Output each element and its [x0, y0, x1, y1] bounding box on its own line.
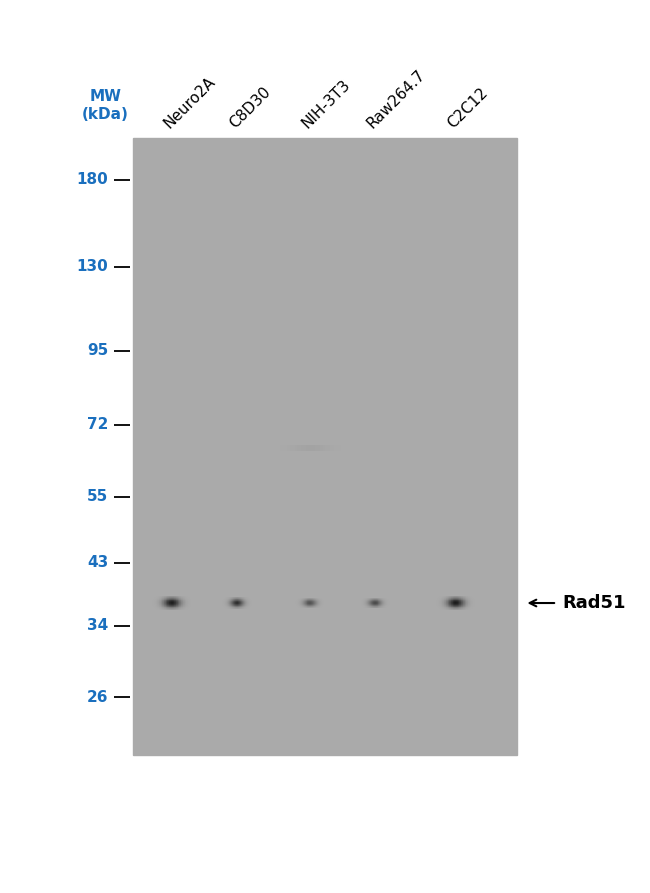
Bar — [339, 445, 340, 451]
Bar — [337, 445, 339, 451]
Bar — [286, 445, 287, 451]
Text: 26: 26 — [87, 690, 109, 705]
Bar — [296, 445, 298, 451]
Bar — [285, 445, 286, 451]
Bar — [315, 445, 317, 451]
Bar — [335, 445, 337, 451]
Bar — [288, 445, 290, 451]
Bar — [332, 445, 333, 451]
Bar — [321, 445, 322, 451]
Bar — [316, 445, 318, 451]
Bar — [302, 445, 304, 451]
Bar — [281, 445, 283, 451]
Bar — [295, 445, 297, 451]
Text: 72: 72 — [87, 417, 109, 432]
Bar — [303, 445, 305, 451]
Text: 180: 180 — [77, 172, 109, 188]
Bar — [311, 445, 313, 451]
Text: 43: 43 — [87, 555, 109, 571]
Bar — [289, 445, 291, 451]
Bar — [327, 445, 328, 451]
Bar — [287, 445, 289, 451]
Text: NIH-3T3: NIH-3T3 — [299, 77, 354, 131]
Bar — [326, 445, 328, 451]
Bar — [336, 445, 338, 451]
Bar — [294, 445, 296, 451]
Bar — [323, 445, 325, 451]
Bar — [318, 445, 320, 451]
Text: Raw264.7: Raw264.7 — [364, 67, 428, 131]
Text: C8D30: C8D30 — [226, 84, 273, 131]
Text: C2C12: C2C12 — [445, 85, 491, 131]
Bar — [333, 445, 335, 451]
Bar — [309, 445, 311, 451]
Bar — [283, 445, 285, 451]
Text: 34: 34 — [87, 618, 109, 633]
Bar — [307, 445, 309, 451]
Bar — [279, 445, 281, 451]
Bar — [276, 445, 278, 451]
Bar — [313, 445, 315, 451]
Bar — [342, 445, 344, 451]
Bar — [324, 445, 326, 451]
Text: 130: 130 — [77, 259, 109, 274]
Text: Rad51: Rad51 — [562, 594, 626, 612]
Bar — [282, 445, 284, 451]
Bar — [308, 445, 310, 451]
Bar — [304, 445, 306, 451]
Bar — [306, 445, 307, 451]
Bar — [341, 445, 343, 451]
Bar — [301, 445, 303, 451]
Bar — [320, 445, 321, 451]
Bar — [310, 445, 312, 451]
Bar — [278, 445, 280, 451]
Bar — [280, 445, 281, 451]
Bar — [291, 445, 292, 451]
Bar — [314, 445, 316, 451]
Bar — [317, 445, 319, 451]
Bar — [292, 445, 294, 451]
Bar — [329, 445, 331, 451]
Bar — [298, 445, 300, 451]
Bar — [300, 445, 302, 451]
Bar — [298, 445, 299, 451]
Bar — [322, 445, 324, 451]
Text: Neuro2A: Neuro2A — [161, 74, 218, 131]
Bar — [328, 445, 330, 451]
Text: 55: 55 — [87, 489, 109, 505]
Bar — [333, 445, 334, 451]
Bar — [343, 445, 345, 451]
Bar — [339, 445, 341, 451]
Bar — [292, 445, 293, 451]
Text: MW
(kDa): MW (kDa) — [82, 89, 129, 121]
Bar — [330, 445, 332, 451]
Text: 95: 95 — [87, 343, 109, 358]
Bar — [275, 445, 277, 451]
Bar — [133, 138, 517, 755]
